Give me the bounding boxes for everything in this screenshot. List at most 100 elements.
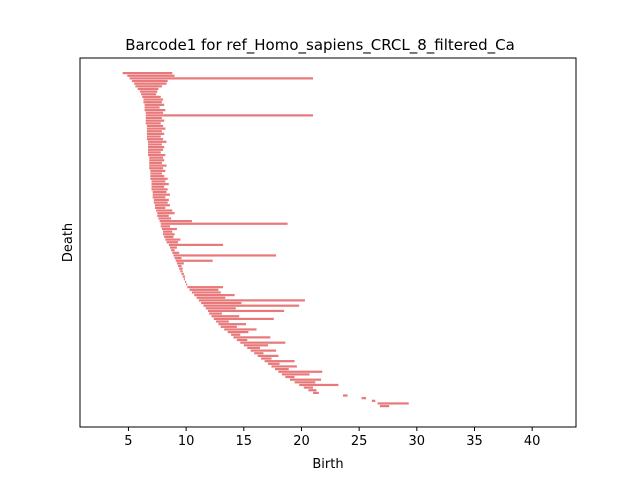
x-axis-label: Birth [312, 457, 343, 472]
barcode-interval [203, 304, 300, 307]
barcode-interval [144, 106, 160, 109]
barcode-interval [158, 217, 172, 220]
barcode-interval [152, 193, 170, 196]
barcode-interval [218, 323, 247, 326]
barcode-interval [131, 79, 168, 83]
barcode-interval [145, 122, 161, 125]
barcode-interval [191, 291, 221, 294]
barcode-interval [150, 169, 166, 172]
barcode-interval [145, 111, 164, 114]
barcode-interval [281, 373, 310, 376]
barcode-interval [157, 212, 175, 215]
chart-title: Barcode1 for ref_Homo_sapiens_CRCL_8_fil… [125, 36, 515, 55]
barcode-interval [151, 188, 168, 191]
x-tick-label: 30 [409, 434, 426, 449]
barcode-interval [250, 349, 277, 352]
barcode-interval [145, 119, 165, 122]
barcode-interval [205, 307, 236, 310]
barcode-interval [152, 196, 166, 199]
barcode-interval [166, 241, 179, 244]
barcode-interval [153, 201, 168, 204]
barcode-interval [145, 114, 314, 117]
barcode-interval [159, 220, 192, 223]
barcode-interval [146, 135, 161, 138]
barcode-interval [233, 336, 271, 339]
barcode-interval [342, 394, 348, 397]
barcode-interval [149, 167, 164, 170]
barcode-interval [154, 206, 166, 209]
barcode-interval [175, 259, 213, 262]
barcode-interval [172, 251, 180, 254]
barcode-interval [377, 402, 409, 405]
barcode-interval [231, 333, 241, 336]
barcode-interval [361, 397, 367, 400]
barcode-interval [145, 116, 162, 120]
barcode-interval [161, 227, 177, 231]
barcode-interval [194, 294, 235, 297]
barcode-interval [135, 85, 162, 88]
barcode-interval [183, 278, 185, 281]
barcode-interval [271, 365, 297, 368]
barcode-interval [151, 180, 166, 183]
barcode-interval [179, 267, 183, 270]
barcode-interval [154, 204, 170, 207]
barcode-interval [180, 270, 183, 273]
barcode-interval [173, 254, 277, 257]
barcode-interval [150, 175, 165, 178]
x-tick-label: 35 [466, 434, 483, 449]
x-tick-label: 20 [293, 434, 310, 449]
barcode-interval [268, 362, 280, 365]
barcode-interval [168, 243, 224, 246]
barcode-interval [148, 151, 161, 154]
x-axis: 5 10 15 20 25 30 35 40 [124, 427, 540, 449]
barcode-interval [264, 360, 295, 363]
barcode-interval [146, 130, 162, 133]
barcode-interval [148, 140, 167, 143]
barcode-interval [142, 95, 161, 98]
barcode-interval [189, 288, 219, 291]
barcode-interval [224, 328, 257, 331]
barcode-interval [146, 138, 164, 141]
barcode-interval [187, 286, 224, 289]
barcode-interval [178, 264, 182, 268]
barcode-interval [220, 325, 237, 328]
barcode-interval [164, 235, 174, 239]
barcode-interval [379, 405, 390, 408]
barcode-interval [257, 354, 279, 357]
barcode-interval [247, 346, 260, 350]
barcode-interval [171, 249, 175, 252]
barcode-interval [236, 338, 248, 342]
barcode-interval [243, 344, 269, 347]
barcode-interval [213, 317, 274, 320]
barcode-interval [149, 161, 162, 165]
x-tick-label: 40 [524, 434, 541, 449]
barcode-interval [151, 183, 169, 186]
barcode-interval [208, 309, 285, 313]
barcode-interval [254, 352, 264, 355]
barcode-interval [129, 77, 314, 80]
barcode-interval [122, 72, 173, 75]
barcode-interval [274, 368, 289, 371]
barcode-interval [165, 238, 181, 241]
barcode-interval [303, 386, 314, 389]
barcode-bars [122, 72, 409, 408]
barcode-interval [371, 399, 376, 402]
barcode-interval [308, 389, 317, 392]
y-axis-label: Death [61, 223, 76, 262]
barcode-interval [174, 257, 182, 260]
barcode-interval [137, 87, 159, 91]
barcode-interval [182, 275, 185, 278]
barcode-interval [227, 331, 249, 334]
barcode-interval [211, 315, 240, 318]
barcode-interval [156, 209, 173, 212]
barcode-interval [146, 127, 166, 130]
x-tick-label: 15 [236, 434, 253, 449]
x-tick-label: 25 [351, 434, 368, 449]
barcode-interval [209, 312, 222, 315]
barcode-interval [146, 132, 165, 135]
barcode-interval [163, 233, 175, 236]
barcode-interval [313, 391, 319, 394]
barcode-interval [285, 375, 295, 379]
barcode-interval [299, 383, 339, 387]
